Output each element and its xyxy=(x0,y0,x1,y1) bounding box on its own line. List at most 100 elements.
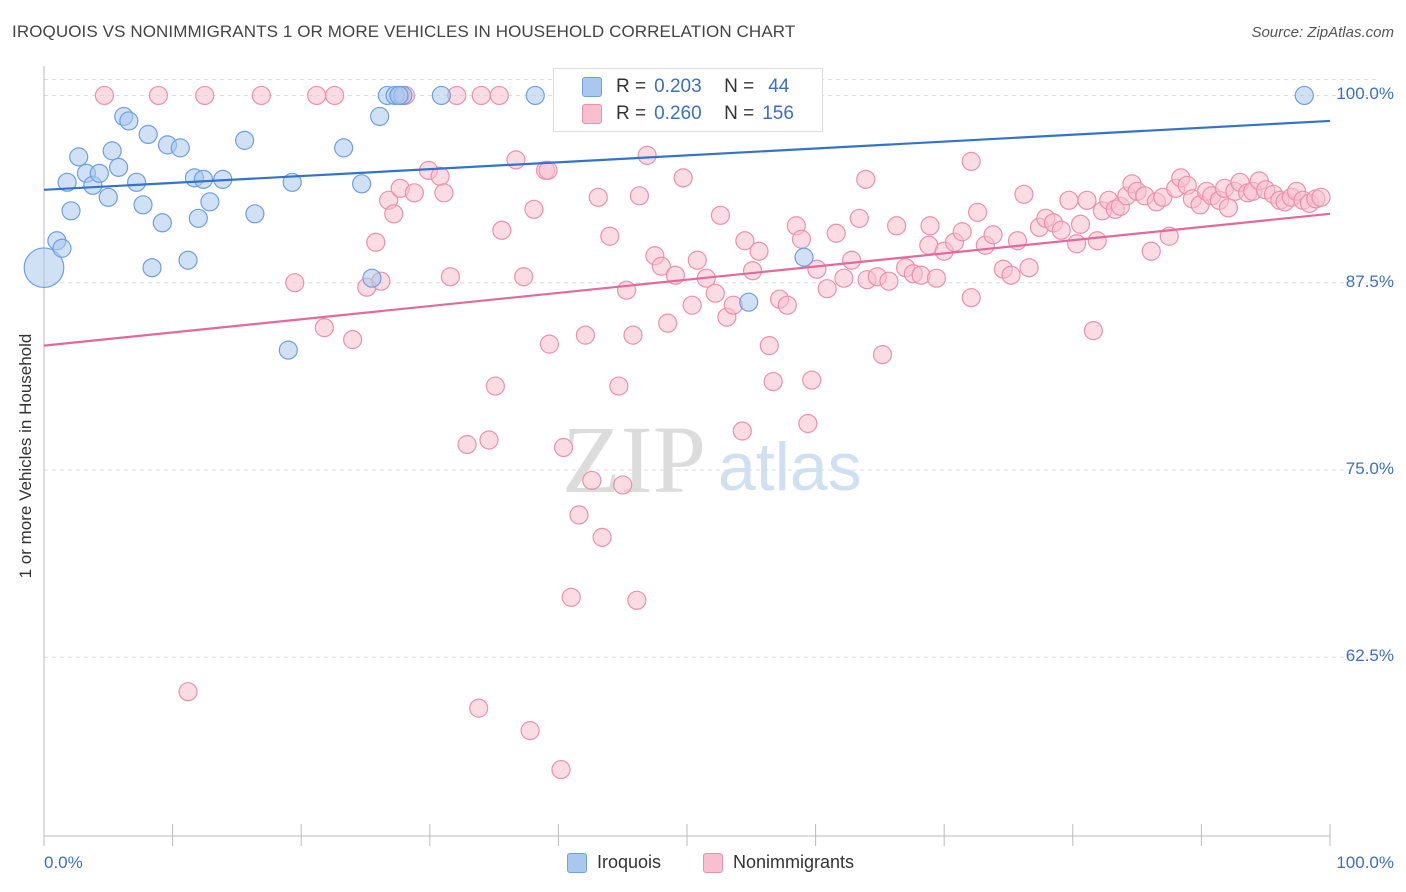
iroquois-point xyxy=(389,85,409,106)
nonimmigrants-point xyxy=(1083,321,1103,341)
iroquois-point xyxy=(170,138,190,158)
nonimmigrants-point xyxy=(687,250,707,270)
x-tick-label-max: 100.0% xyxy=(1336,853,1394,872)
iroquois-point xyxy=(525,85,545,106)
nonimmigrants-point xyxy=(651,256,671,276)
iroquois-point xyxy=(69,147,89,167)
grid-layer xyxy=(44,78,1380,658)
iroquois-point xyxy=(193,169,214,189)
legend-r-value: 0.203 xyxy=(654,76,702,97)
y-tick-label: 87.5% xyxy=(1345,271,1394,291)
nonimmigrants-point xyxy=(802,370,822,390)
nonimmigrants-point xyxy=(710,205,731,225)
legend-n-label: N = xyxy=(724,103,755,124)
iroquois-point xyxy=(126,172,147,192)
y-tick-label: 62.5% xyxy=(1345,646,1394,666)
nonimmigrants-point xyxy=(1059,190,1079,210)
nonimmigrants-point xyxy=(777,295,797,315)
iroquois-legend-swatch xyxy=(567,852,587,873)
nonimmigrants-point xyxy=(94,85,115,106)
iroquois-point xyxy=(23,247,65,289)
nonimmigrants-point xyxy=(616,280,637,300)
legend-item-nonimmigrants[interactable]: Nonimmigrants xyxy=(703,852,854,873)
nonimmigrants-point xyxy=(1070,214,1091,234)
iroquois-point xyxy=(133,195,153,215)
legend-item-iroquois[interactable]: Iroquois xyxy=(567,852,661,873)
nonimmigrants-point xyxy=(791,229,812,249)
nonimmigrants-point xyxy=(742,261,763,281)
watermark-zip: ZIP xyxy=(562,406,706,513)
iroquois-point xyxy=(352,174,372,194)
nonimmigrants-point xyxy=(520,721,540,741)
nonimmigrants-point xyxy=(1014,184,1034,204)
nonimmigrants-point xyxy=(1051,220,1071,240)
nonimmigrants-point xyxy=(961,151,981,171)
nonimmigrants-point xyxy=(569,505,589,525)
watermark-atlas: atlas xyxy=(718,429,862,505)
nonimmigrants-point xyxy=(575,325,596,345)
nonimmigrants-point xyxy=(592,527,612,547)
correlation-legend: R = 0.203 N = 44 R = 0.260 N = 156 xyxy=(553,68,823,132)
series-legend: Iroquois Nonimmigrants xyxy=(0,852,1406,878)
iroquois-point xyxy=(362,268,382,288)
nonimmigrants-point xyxy=(723,295,743,315)
nonimmigrants-point xyxy=(968,202,988,222)
nonimmigrants-point xyxy=(492,220,512,240)
iroquois-point xyxy=(61,201,81,221)
legend-r-value: 0.260 xyxy=(654,103,702,124)
nonimmigrants-point xyxy=(658,313,678,333)
watermark: ZIP atlas xyxy=(562,406,862,513)
nonimmigrants-point xyxy=(1141,241,1161,261)
iroquois-point xyxy=(739,292,759,312)
nonimmigrants-point xyxy=(952,222,972,242)
nonimmigrants-point xyxy=(759,336,779,356)
nonimmigrants-point xyxy=(682,295,702,315)
nonimmigrants-point xyxy=(343,330,363,350)
iroquois-point xyxy=(188,208,208,228)
iroquois-point xyxy=(431,85,451,106)
nonimmigrants-point xyxy=(1077,190,1097,210)
nonimmigrants-point xyxy=(434,183,454,203)
y-tick-label: 100.0% xyxy=(1336,84,1394,104)
iroquois-point xyxy=(98,187,118,207)
nonimmigrants-point xyxy=(457,434,477,455)
nonimmigrants-point xyxy=(506,150,526,170)
nonimmigrants-point xyxy=(561,587,581,607)
nonimmigrants-point xyxy=(195,85,215,106)
y-axis-label: 1 or more Vehicles in Household xyxy=(16,333,35,579)
iroquois-point xyxy=(102,141,122,161)
legend-label-iroquois: Iroquois xyxy=(597,852,662,872)
nonimmigrants-point xyxy=(849,208,869,228)
iroquois-point xyxy=(57,172,77,192)
nonimmigrants-point xyxy=(807,259,827,279)
nonimmigrants-point xyxy=(538,160,558,180)
nonimmigrants-point xyxy=(600,226,620,246)
nonimmigrants-swatch xyxy=(582,104,602,124)
nonimmigrants-point xyxy=(817,279,837,299)
nonimmigrants-point xyxy=(489,85,509,106)
iroquois-point xyxy=(119,111,139,131)
nonimmigrants-point xyxy=(629,186,650,206)
nonimmigrants-point xyxy=(763,371,783,392)
nonimmigrants-point xyxy=(609,376,629,396)
legend-n-value: 156 xyxy=(762,103,794,124)
nonimmigrants-point xyxy=(307,85,327,106)
iroquois-points xyxy=(23,85,1314,360)
chart-title: IROQUOIS VS NONIMMIGRANTS 1 OR MORE VEHI… xyxy=(12,22,796,41)
nonimmigrants-point xyxy=(834,268,854,288)
axis-layer xyxy=(43,66,1331,846)
nonimmigrants-point xyxy=(842,250,862,270)
nonimmigrants-points xyxy=(94,85,1331,780)
nonimmigrants-point xyxy=(582,470,602,491)
iroquois-point xyxy=(370,106,390,127)
nonimmigrants-point xyxy=(1019,258,1039,278)
x-tick-label-min: 0.0% xyxy=(44,853,83,872)
nonimmigrants-point xyxy=(551,759,571,780)
nonimmigrants-point xyxy=(440,267,460,287)
iroquois-point xyxy=(1294,85,1314,106)
iroquois-point xyxy=(142,258,162,278)
nonimmigrants-point xyxy=(798,413,818,434)
nonimmigrants-point xyxy=(826,223,846,243)
nonimmigrants-point xyxy=(251,85,271,106)
